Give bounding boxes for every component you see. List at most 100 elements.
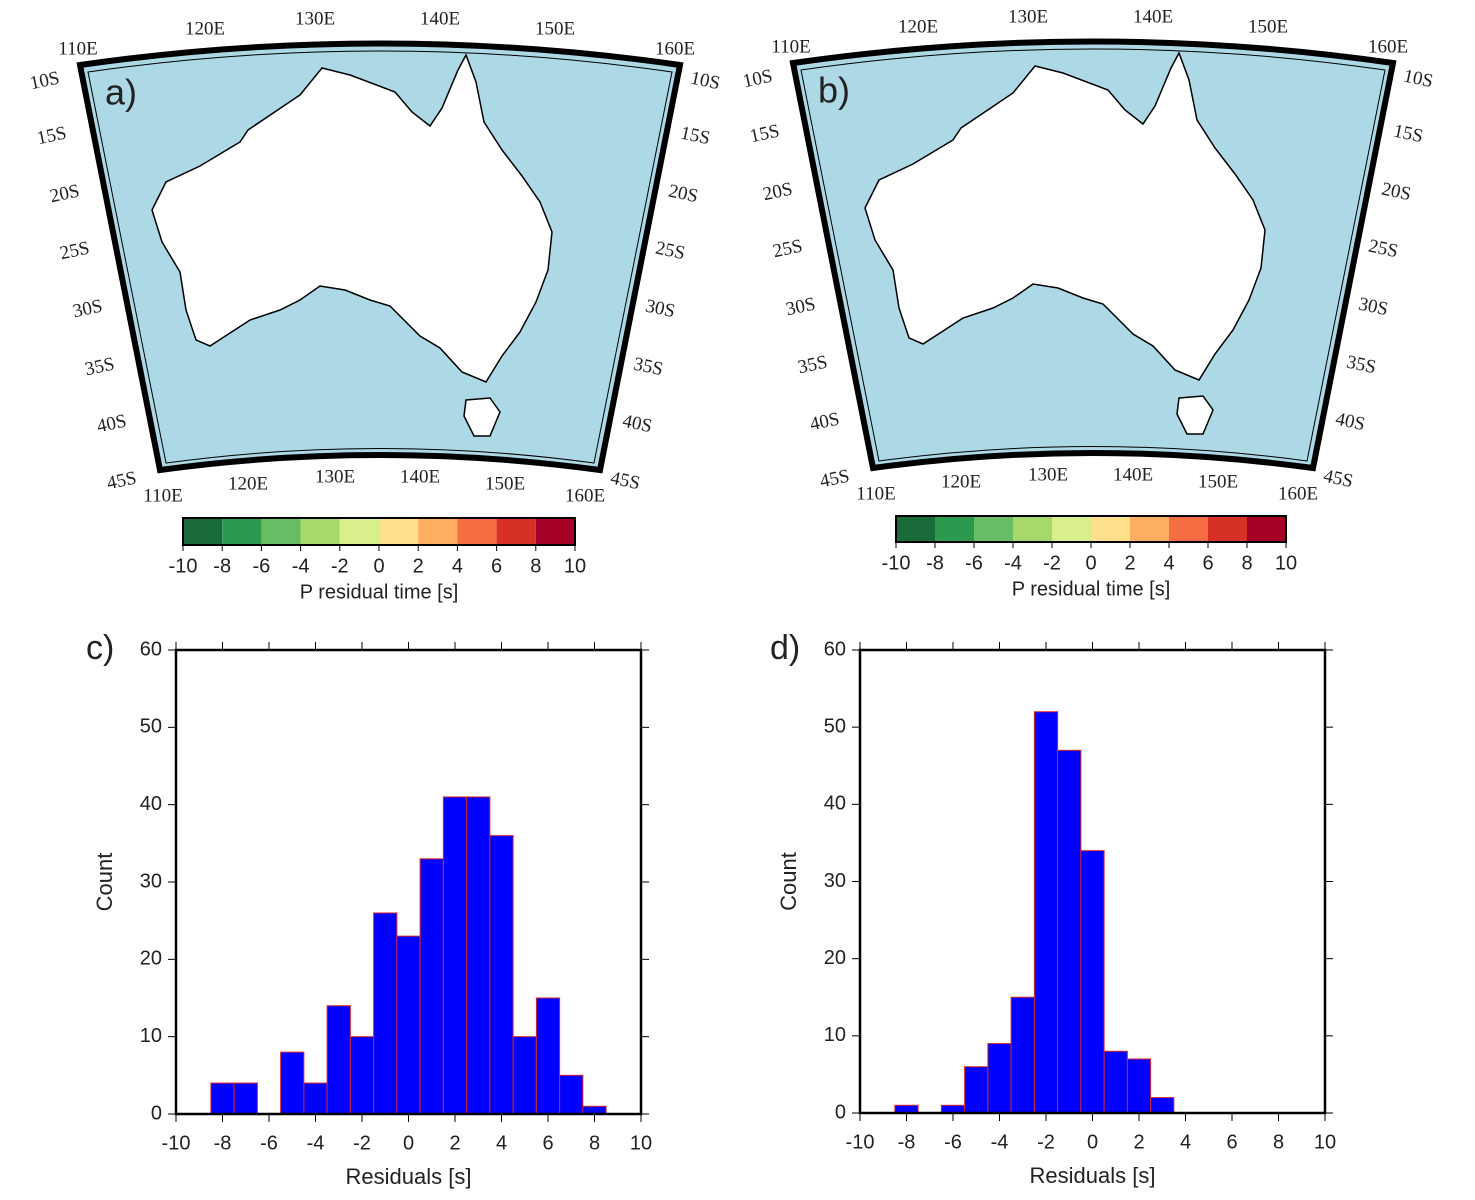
x-tick-label: 2 <box>1133 1131 1144 1153</box>
lat-label: 30S <box>71 296 104 323</box>
lat-label: 10S <box>741 66 774 93</box>
bar <box>326 1005 351 1115</box>
bar <box>396 935 421 1115</box>
bar <box>373 912 398 1115</box>
lat-label: 20S <box>761 179 794 206</box>
lat-label: 40S <box>95 411 128 438</box>
bar <box>535 997 561 1115</box>
x-tick-label: 6 <box>542 1132 553 1154</box>
lon-label: 130E <box>1008 6 1048 27</box>
island <box>1176 395 1214 435</box>
colorbar-segment <box>1052 516 1091 542</box>
lon-label: 150E <box>535 18 575 39</box>
panel-label: d) <box>770 629 800 667</box>
panel-label: c) <box>86 629 114 667</box>
map-panel: a) 110E 110E 120E 120E 130E 130E 140E 140E 150E 15… <box>28 8 722 506</box>
colorbar-segment <box>418 518 458 545</box>
lat-label: 45S <box>818 466 851 493</box>
colorbar-tick-label: -2 <box>331 555 349 577</box>
bar <box>964 1066 989 1114</box>
colorbar-segment <box>339 518 379 545</box>
bar <box>512 1036 537 1115</box>
colorbar-segment <box>535 518 575 545</box>
y-axis-label: Count <box>92 853 117 912</box>
x-tick-label: -10 <box>162 1132 191 1154</box>
map-panel: b) 110E 110E 120E 120E 130E 130E 140E 140E 150E 15… <box>741 6 1435 504</box>
lat-label: 35S <box>632 354 665 381</box>
lat-label: 10S <box>28 68 61 95</box>
lon-label: 110E <box>58 38 97 59</box>
colorbar-tick-label: 0 <box>373 555 384 577</box>
bar <box>1126 1058 1152 1114</box>
colorbar-tick-label: -2 <box>1043 552 1061 574</box>
lon-label: 120E <box>941 471 981 492</box>
colorbar-segment <box>379 518 419 545</box>
x-tick-label: -6 <box>260 1132 278 1154</box>
colorbar-segment <box>222 518 262 545</box>
colorbar-label: P residual time [s] <box>1012 578 1171 600</box>
colorbar-tick-label: -4 <box>1004 552 1022 574</box>
lat-label: 30S <box>784 294 817 321</box>
x-tick-label: 4 <box>496 1132 507 1154</box>
lon-label: 110E <box>771 36 810 57</box>
bar <box>1010 996 1035 1114</box>
x-axis-label: Residuals [s] <box>1030 1163 1156 1188</box>
lat-label: 35S <box>1345 352 1378 379</box>
lat-label: 45S <box>609 468 642 495</box>
lat-label: 15S <box>35 123 68 150</box>
lon-label: 150E <box>485 473 525 494</box>
lat-label: 25S <box>771 236 804 263</box>
island <box>463 397 501 437</box>
y-tick-label: 20 <box>140 948 162 970</box>
y-axis-label: Count <box>776 852 801 911</box>
colorbar-segment <box>457 518 497 545</box>
lon-label: 110E <box>856 483 895 504</box>
bar <box>280 1051 305 1115</box>
lon-label: 160E <box>565 485 605 506</box>
lon-label: 140E <box>1113 464 1153 485</box>
bar <box>987 1043 1012 1114</box>
continent <box>151 53 553 383</box>
x-tick-label: -2 <box>353 1132 371 1154</box>
colorbar-tick-label: 6 <box>491 555 502 577</box>
lat-label: 45S <box>105 468 138 495</box>
y-tick-label: 0 <box>835 1101 846 1123</box>
y-tick-label: 40 <box>824 793 846 815</box>
x-tick-label: 10 <box>1314 1131 1336 1153</box>
colorbar-label: P residual time [s] <box>300 581 459 603</box>
lat-label: 10S <box>1402 66 1435 93</box>
bar <box>1150 1097 1175 1114</box>
bar <box>1033 711 1059 1114</box>
colorbar-tick-label: -6 <box>965 552 983 574</box>
lat-label: 15S <box>748 121 781 148</box>
lat-label: 20S <box>667 181 700 208</box>
colorbar-segment <box>183 518 223 545</box>
lat-label: 40S <box>1334 409 1367 436</box>
x-tick-label: -8 <box>214 1132 232 1154</box>
lat-label: 15S <box>1392 121 1425 148</box>
lon-label: 140E <box>1133 6 1173 27</box>
bar <box>419 858 444 1115</box>
colorbar-segment <box>1130 516 1169 542</box>
colorbar-segment <box>974 516 1013 542</box>
y-tick-label: 50 <box>140 716 162 738</box>
lon-label: 110E <box>143 485 182 506</box>
lat-label: 30S <box>644 296 677 323</box>
lon-label: 130E <box>295 8 335 29</box>
x-tick-label: 8 <box>589 1132 600 1154</box>
continent <box>864 51 1266 381</box>
y-tick-label: 30 <box>824 870 846 892</box>
bar <box>559 1074 584 1115</box>
colorbar-tick-label: 6 <box>1202 552 1213 574</box>
colorbar-tick-label: -10 <box>169 555 198 577</box>
colorbar-tick-label: -8 <box>926 552 944 574</box>
bar <box>489 835 514 1115</box>
colorbar-tick-label: 8 <box>530 555 541 577</box>
y-tick-label: 50 <box>824 715 846 737</box>
lat-label: 30S <box>1357 294 1390 321</box>
y-tick-label: 0 <box>151 1102 162 1124</box>
colorbar-tick-label: 2 <box>413 555 424 577</box>
lat-label: 40S <box>621 411 654 438</box>
bar <box>466 796 491 1115</box>
